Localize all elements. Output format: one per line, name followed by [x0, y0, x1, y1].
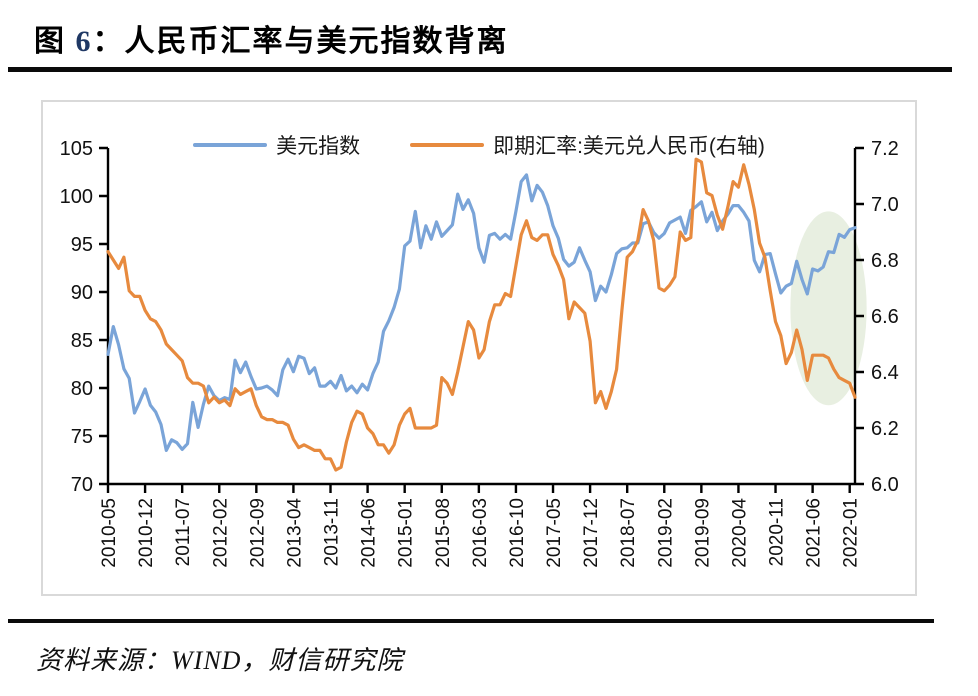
figure-number: 6 [75, 25, 93, 58]
usd-index-legend-label: 美元指数 [276, 135, 361, 158]
x-axis-tick-label: 2021-06 [804, 498, 825, 568]
figure-title-text: ：人民币汇率与美元指数背离 [92, 25, 509, 58]
x-axis-tick-label: 2013-04 [284, 498, 305, 568]
axes [99, 146, 864, 493]
x-axis-tick-label: 2017-05 [544, 498, 565, 568]
right-axis-tick-label: 6.6 [871, 306, 899, 328]
x-axis-tick-label: 2020-11 [767, 498, 788, 566]
source-note: 资料来源：WIND，财信研究院 [36, 646, 404, 675]
figure-title-prefix: 图 [34, 25, 76, 58]
x-axis-tick-label: 2014-06 [359, 498, 380, 568]
chart-panel: 105 100 95 90 85 80 75 70 7.2 7.0 6.8 6.6 6.4 6.2 6.0 2… [41, 100, 917, 596]
x-axis-tick-label: 2019-02 [655, 498, 676, 568]
left-axis-tick-label: 75 [71, 426, 93, 448]
x-axis-tick-label: 2015-01 [396, 498, 417, 568]
highlight-ellipse [790, 211, 867, 406]
left-axis-tick-label: 95 [71, 234, 93, 256]
right-axis-tick-label: 7.0 [871, 194, 899, 216]
usd-index-line-swatch [193, 143, 268, 147]
x-axis-tick-label: 2016-03 [470, 498, 491, 568]
figure-title: 图 6：人民币汇率与美元指数背离 [34, 16, 509, 60]
x-axis-tick-label: 2010-12 [136, 498, 157, 568]
left-axis-tick-label: 70 [71, 474, 93, 496]
legend-item-usd-index: 美元指数 [193, 130, 360, 160]
series-line-0 [106, 173, 857, 452]
x-axis-tick-label: 2012-02 [210, 498, 231, 568]
left-axis-tick-label: 100 [60, 186, 93, 208]
left-axis-tick-label: 90 [71, 282, 93, 304]
x-axis-tick-label: 2019-09 [692, 498, 713, 568]
x-axis-tick-label: 2016-10 [507, 498, 528, 568]
x-axis-tick-label: 2012-09 [247, 498, 268, 568]
footer-rule [8, 619, 934, 623]
x-axis-tick-label: 2013-11 [322, 498, 343, 566]
right-axis-tick-label: 6.4 [871, 362, 899, 384]
cny-rate-line-swatch [410, 143, 485, 147]
x-axis-tick-label: 2011-07 [173, 498, 194, 566]
title-underline-rule [8, 67, 952, 72]
x-axis-tick-label: 2010-05 [99, 498, 120, 568]
chart-legend: 美元指数 即期汇率:美元兑人民币(右轴) [43, 130, 915, 160]
x-axis-tick-label: 2017-12 [581, 498, 602, 568]
left-axis-tick-label: 105 [60, 138, 93, 160]
line-chart: 105 100 95 90 85 80 75 70 7.2 7.0 6.8 6.6 6.4 6.2 6.0 2… [60, 138, 899, 568]
right-axis-tick-label: 7.2 [871, 138, 899, 160]
right-axis-tick-label: 6.0 [871, 474, 899, 496]
series-line-1 [106, 157, 857, 472]
legend-item-cny-rate: 即期汇率:美元兑人民币(右轴) [410, 130, 765, 160]
right-axis-tick-label: 6.2 [871, 418, 899, 440]
left-axis-tick-label: 85 [71, 330, 93, 352]
right-axis-tick-label: 6.8 [871, 250, 899, 272]
x-axis-tick-label: 2020-04 [729, 498, 750, 568]
x-axis-tick-label: 2015-08 [433, 498, 454, 568]
left-axis-tick-label: 80 [71, 378, 93, 400]
x-axis-tick-label: 2018-07 [618, 498, 639, 568]
x-axis-tick-label: 2022-01 [841, 498, 862, 568]
cny-rate-legend-label: 即期汇率:美元兑人民币(右轴) [493, 135, 765, 158]
